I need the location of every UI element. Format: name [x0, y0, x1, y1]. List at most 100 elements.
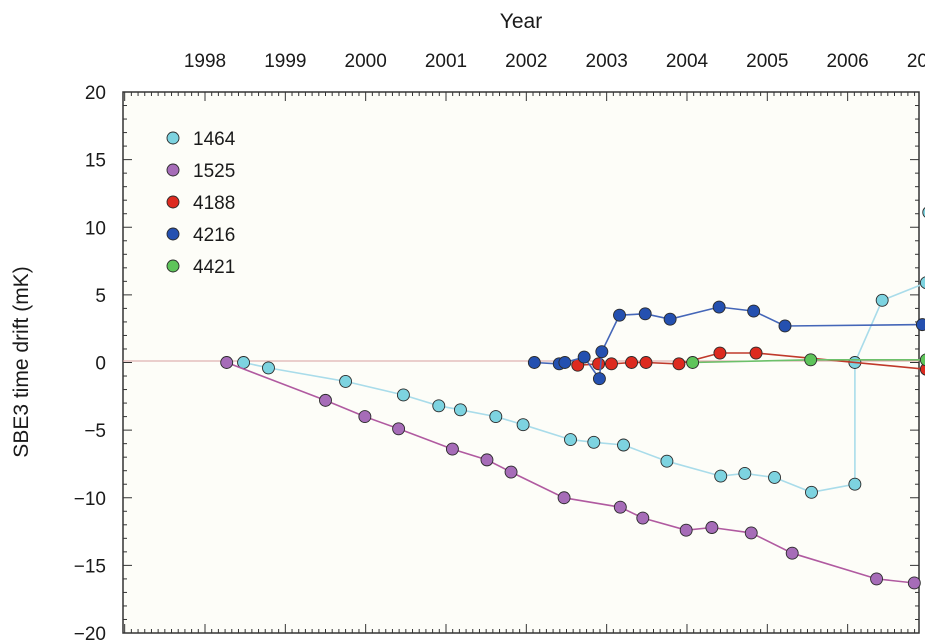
data-point — [489, 410, 503, 424]
data-point — [577, 350, 591, 364]
data-point — [922, 207, 925, 218]
y-tick-label: 20 — [85, 83, 106, 104]
x-tick-label: 2002 — [505, 51, 547, 72]
x-tick-label: 2003 — [586, 51, 628, 72]
data-point — [686, 356, 700, 369]
data-point — [875, 293, 889, 307]
data-point — [558, 356, 572, 369]
data-point — [592, 357, 606, 371]
legend-label: 4216 — [193, 225, 235, 246]
series-1464 — [237, 207, 925, 499]
data-point — [712, 300, 726, 314]
data-point — [453, 403, 467, 417]
data-point — [778, 319, 792, 333]
data-point — [638, 307, 652, 321]
x-tick-label: 1998 — [184, 51, 226, 72]
data-point — [660, 454, 674, 468]
data-point — [679, 523, 693, 537]
data-point — [714, 469, 728, 483]
x-tick-label: 2004 — [666, 51, 709, 72]
data-point — [617, 438, 630, 452]
data-point — [663, 312, 677, 326]
data-point — [504, 465, 518, 479]
x-tick-label: 2007 — [907, 51, 925, 72]
data-point — [747, 304, 761, 318]
y-tick-label: −5 — [84, 421, 106, 442]
legend: 1464 1525 4188 4216 4421 — [166, 129, 236, 278]
series-4421 — [686, 353, 925, 369]
y-tick-label: 10 — [85, 218, 106, 239]
data-point — [919, 362, 925, 376]
data-point — [339, 374, 353, 388]
data-point — [749, 346, 763, 360]
data-point — [527, 356, 541, 369]
data-point — [713, 346, 727, 360]
legend-marker — [166, 163, 180, 177]
data-point — [804, 353, 818, 367]
data-point — [919, 276, 925, 290]
x-tick-label: 2005 — [746, 51, 788, 72]
series-4188 — [571, 346, 925, 376]
series-4216 — [527, 300, 925, 386]
y-tick-label: 0 — [95, 354, 106, 375]
x-tick-label: 2000 — [345, 51, 387, 72]
data-point — [613, 500, 627, 514]
y-tick-label: −10 — [74, 489, 106, 510]
data-point — [319, 393, 332, 407]
legend-marker — [166, 131, 180, 145]
data-point — [432, 399, 446, 413]
data-point — [564, 433, 577, 447]
y-tick-label: −20 — [74, 624, 106, 641]
data-point — [396, 388, 410, 402]
series-line — [226, 361, 915, 584]
y-tick-label: 15 — [85, 151, 106, 172]
legend-label: 1464 — [193, 129, 236, 150]
legend-label: 1525 — [193, 161, 235, 182]
data-point — [595, 345, 609, 359]
data-point — [587, 435, 601, 449]
data-point — [262, 361, 275, 375]
data-point — [705, 521, 719, 534]
legend-label: 4421 — [193, 257, 235, 278]
y-tick-label: 5 — [95, 286, 106, 307]
data-point — [592, 372, 606, 386]
data-point — [639, 356, 653, 369]
series-layer — [220, 207, 925, 590]
data-point — [445, 442, 459, 456]
data-point — [358, 410, 372, 424]
data-point — [220, 356, 234, 369]
data-point — [557, 491, 571, 505]
x-tick-label: 1999 — [264, 51, 306, 72]
data-point — [907, 576, 921, 590]
x-tick-label: 2006 — [826, 51, 868, 72]
data-point — [738, 466, 752, 480]
data-point — [605, 357, 618, 371]
data-point — [919, 353, 925, 367]
legend-marker — [166, 195, 180, 209]
tick-labels: 1998199920002001200220032004200520062007… — [74, 51, 925, 641]
data-point — [848, 477, 862, 491]
data-point — [636, 511, 650, 525]
data-point — [672, 357, 686, 371]
data-point — [915, 318, 925, 332]
y-axis-title: SBE3 time drift (mK) — [10, 266, 33, 457]
y-tick-label: −15 — [74, 556, 106, 577]
data-point — [768, 471, 781, 484]
data-point — [744, 526, 758, 540]
x-axis-title: Year — [500, 10, 542, 33]
x-tick-label: 2001 — [425, 51, 467, 72]
data-point — [480, 453, 494, 467]
data-point — [613, 308, 626, 322]
data-point — [805, 485, 818, 499]
series-1525 — [220, 356, 921, 590]
data-point — [785, 546, 799, 560]
data-point — [625, 356, 639, 369]
plot-area — [122, 91, 920, 634]
legend-label: 4188 — [193, 193, 235, 214]
legend-marker — [166, 227, 180, 241]
data-point — [516, 418, 530, 432]
data-point — [392, 422, 406, 436]
data-point — [870, 572, 884, 586]
legend-marker — [166, 259, 180, 273]
